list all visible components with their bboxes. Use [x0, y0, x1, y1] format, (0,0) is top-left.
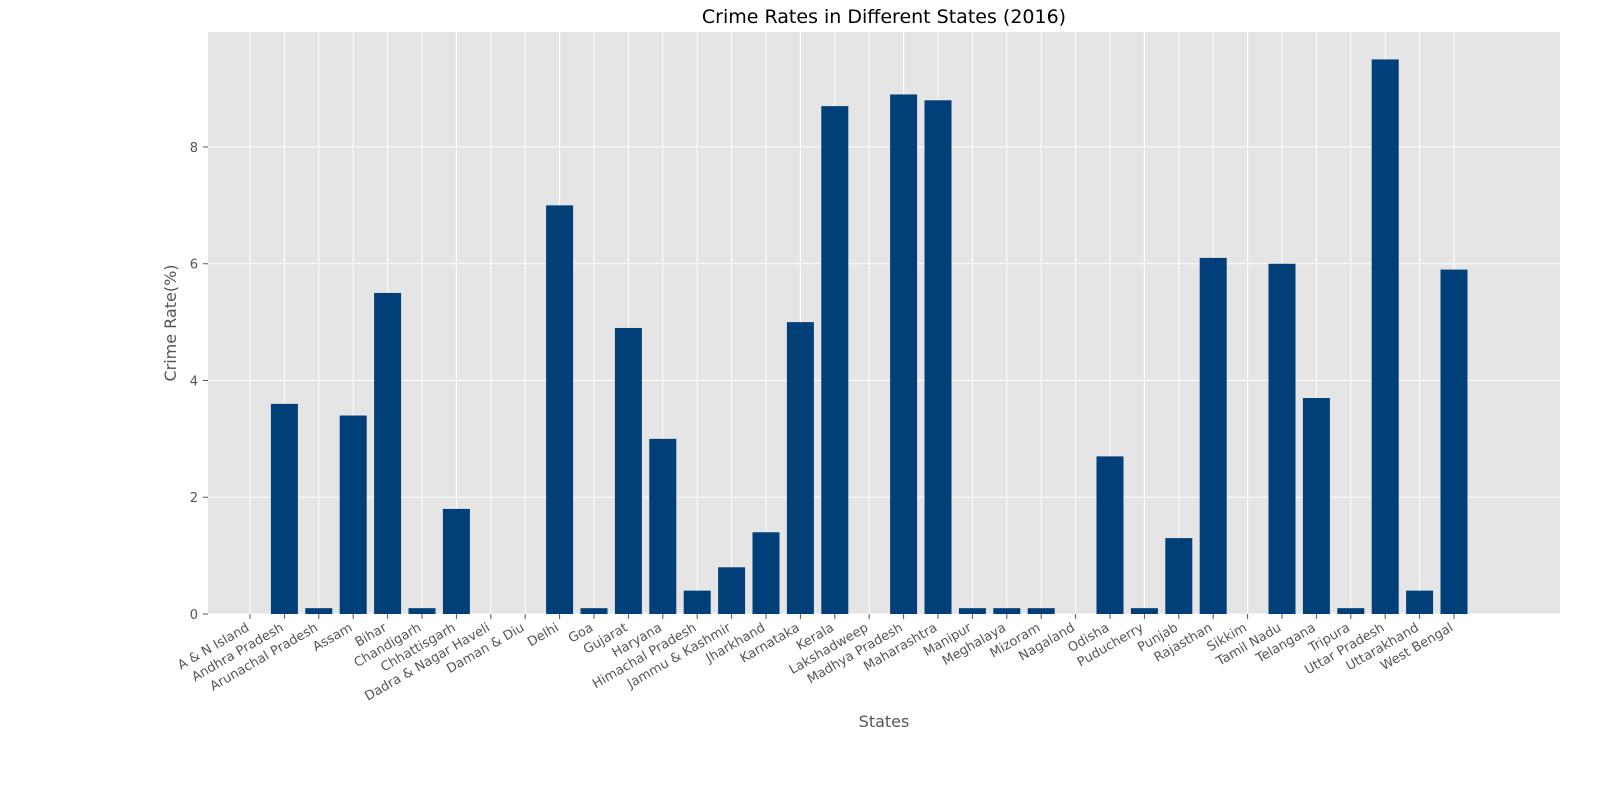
bar	[580, 608, 608, 614]
bar	[1130, 608, 1158, 614]
bar	[993, 608, 1021, 614]
bar	[890, 94, 918, 615]
bar	[270, 403, 298, 614]
y-tick-label: 2	[190, 491, 198, 506]
bar	[1268, 263, 1296, 614]
y-tick-label: 6	[190, 258, 198, 273]
bar	[683, 590, 711, 614]
bar	[1371, 59, 1399, 615]
bar	[649, 438, 677, 614]
bar	[1165, 538, 1193, 614]
y-axis-title: Crime Rate(%)	[161, 264, 180, 381]
bar	[1302, 398, 1330, 614]
y-tick-label: 0	[190, 608, 198, 623]
x-tick-label: Assam	[310, 620, 355, 655]
bar	[339, 415, 367, 614]
bar	[614, 327, 642, 614]
bar	[1440, 269, 1468, 614]
x-tick-label: Delhi	[525, 620, 561, 650]
bar	[821, 106, 849, 614]
bar	[305, 608, 333, 614]
bar	[546, 205, 574, 614]
bars	[270, 59, 1468, 615]
y-axis-ticks: 0 2 4 6 8	[190, 141, 208, 623]
bar	[1096, 456, 1124, 614]
bar	[752, 532, 780, 614]
bar	[1337, 608, 1365, 614]
bar	[1406, 590, 1434, 614]
bar	[1199, 257, 1227, 614]
bar	[374, 292, 402, 614]
bar	[924, 100, 952, 615]
plot-background	[208, 32, 1560, 614]
bar	[442, 508, 470, 614]
y-tick-label: 8	[190, 141, 198, 156]
x-axis-title: States	[859, 712, 910, 731]
y-tick-label: 4	[190, 374, 198, 389]
bar	[408, 608, 436, 614]
chart-title: Crime Rates in Different States (2016)	[702, 6, 1066, 28]
bar	[958, 608, 986, 614]
bar	[786, 322, 814, 614]
bar	[718, 567, 746, 614]
bar	[1027, 608, 1055, 614]
